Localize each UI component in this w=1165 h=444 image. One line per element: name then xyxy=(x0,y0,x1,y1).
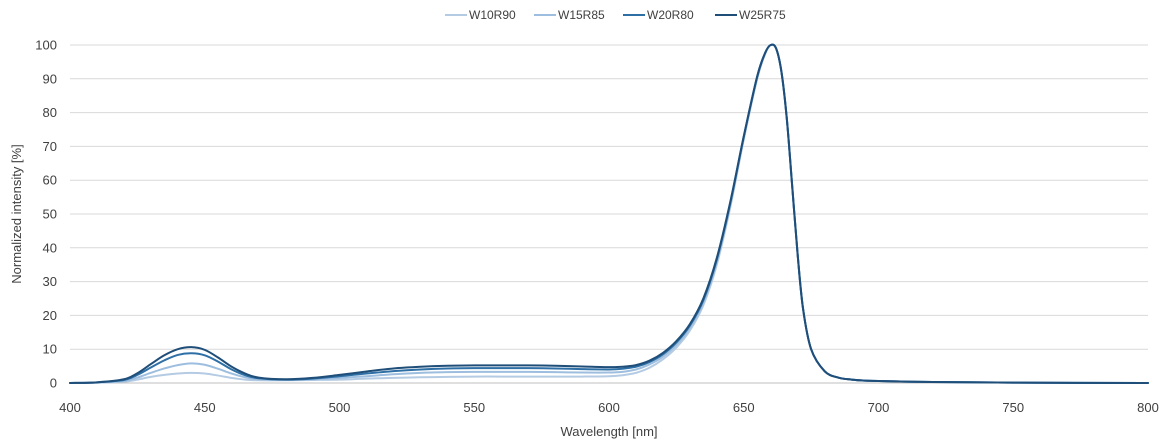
y-tick-label: 10 xyxy=(43,342,57,357)
legend-label: W15R85 xyxy=(558,8,605,22)
y-tick-label: 50 xyxy=(43,207,57,222)
legend-label: W25R75 xyxy=(739,8,786,22)
x-tick-label: 750 xyxy=(1002,400,1024,415)
x-tick-label: 500 xyxy=(329,400,351,415)
legend-item-w25r75: W25R75 xyxy=(715,8,786,22)
y-tick-label: 0 xyxy=(50,376,57,391)
y-tick-label: 90 xyxy=(43,71,57,86)
legend-label: W10R90 xyxy=(469,8,516,22)
legend-label: W20R80 xyxy=(647,8,694,22)
y-tick-label: 20 xyxy=(43,308,57,323)
y-tick-label: 70 xyxy=(43,139,57,154)
x-axis-ticks: 400 450 500 550 600 650 700 750 800 xyxy=(59,400,1159,415)
x-tick-label: 600 xyxy=(598,400,620,415)
y-tick-label: 40 xyxy=(43,240,57,255)
x-axis-title: Wavelength [nm] xyxy=(560,424,657,439)
series-lines xyxy=(69,43,1149,384)
series-line-w25r75 xyxy=(69,43,1149,384)
y-axis-ticks: 0 10 20 30 40 50 60 70 80 90 100 xyxy=(35,38,57,391)
legend-item-w20r80: W20R80 xyxy=(623,8,694,22)
x-tick-label: 800 xyxy=(1137,400,1159,415)
x-tick-label: 650 xyxy=(733,400,755,415)
legend-item-w15r85: W15R85 xyxy=(534,8,605,22)
legend: W10R90 W15R85 W20R80 W25R75 xyxy=(445,8,786,22)
y-tick-label: 100 xyxy=(35,38,57,53)
y-tick-label: 60 xyxy=(43,173,57,188)
y-tick-label: 30 xyxy=(43,274,57,289)
gridlines xyxy=(70,44,1148,350)
x-tick-label: 450 xyxy=(194,400,216,415)
x-tick-label: 700 xyxy=(868,400,890,415)
x-tick-label: 400 xyxy=(59,400,81,415)
y-axis-title: Normalized intensity [%] xyxy=(9,144,24,283)
x-tick-label: 550 xyxy=(463,400,485,415)
legend-item-w10r90: W10R90 xyxy=(445,8,516,22)
y-tick-label: 80 xyxy=(43,105,57,120)
